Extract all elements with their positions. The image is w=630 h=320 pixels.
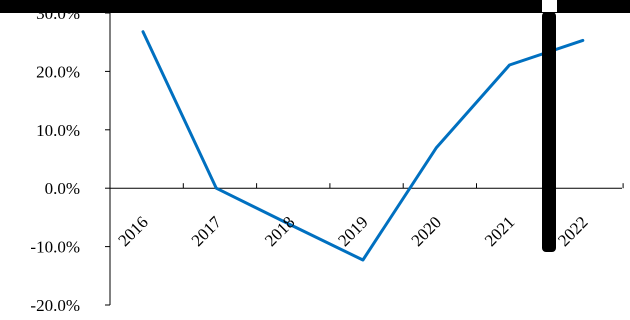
y-tick-label: -10.0% [30, 238, 80, 257]
series-line [141, 30, 585, 262]
overlay-top-band [0, 0, 630, 13]
y-tick-marks [105, 12, 110, 306]
x-category-label: 2017 [188, 212, 226, 250]
overlay-notch [542, 0, 557, 12]
x-category-labels: 2016 2017 2018 2019 2020 2021 2022 [114, 212, 591, 250]
y-tick-label: 20.0% [36, 62, 80, 81]
y-tick-labels: 30.0%20.0%10.0%0.0%-10.0%-20.0% [30, 4, 80, 315]
black-occlusion-overlay [0, 0, 630, 252]
y-tick-label: 0.0% [45, 179, 80, 198]
x-category-label: 2022 [554, 213, 591, 250]
x-category-label: 2020 [408, 213, 445, 250]
x-category-label: 2021 [481, 213, 518, 250]
x-category-label: 2018 [261, 213, 298, 250]
overlay-vertical-bar [542, 12, 556, 252]
x-category-label: 2019 [334, 213, 371, 250]
y-tick-label: -20.0% [30, 296, 80, 315]
x-category-label: 2016 [114, 213, 151, 250]
y-tick-label: 10.0% [36, 121, 80, 140]
